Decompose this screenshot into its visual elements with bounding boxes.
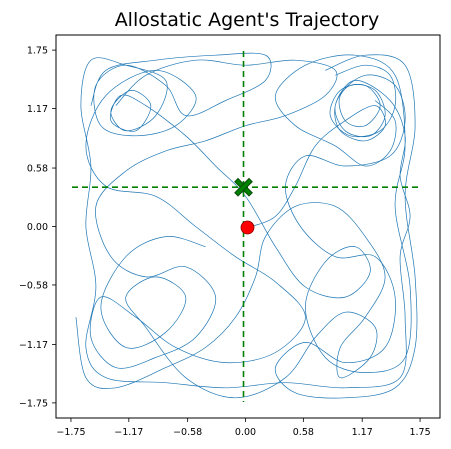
x-tick-label: 0.00: [235, 427, 256, 438]
x-tick-label: −1.75: [56, 427, 85, 438]
y-tick-label: 1.17: [27, 104, 48, 115]
y-tick-label: −0.58: [19, 280, 48, 291]
y-tick-label: 0.00: [27, 222, 48, 233]
plot-area: [72, 51, 422, 402]
y-tick-label: 1.75: [27, 46, 48, 57]
y-axis: 1.75 1.17 0.58 0.00 −0.58 −1.17 −1.75: [19, 46, 56, 409]
chart-title: Allostatic Agent's Trajectory: [115, 9, 380, 31]
agent-start-marker: [240, 220, 255, 235]
trajectory-line-2: [85, 52, 338, 369]
y-tick-label: 0.58: [27, 164, 48, 175]
target-marker: [234, 177, 253, 197]
x-tick-label: 0.58: [293, 427, 314, 438]
x-tick-label: −0.58: [173, 427, 202, 438]
trajectory-line-1: [80, 54, 412, 389]
trajectory-line-3: [274, 54, 418, 399]
x-tick-label: 1.17: [352, 427, 373, 438]
y-tick-label: −1.17: [19, 340, 48, 351]
trajectory-line-4: [75, 202, 386, 399]
x-tick-label: −1.17: [114, 427, 143, 438]
x-axis: −1.75 −1.17 −0.58 0.00 0.58 1.17 1.75: [56, 418, 431, 438]
y-tick-label: −1.75: [19, 398, 48, 409]
x-tick-label: 1.75: [409, 427, 430, 438]
